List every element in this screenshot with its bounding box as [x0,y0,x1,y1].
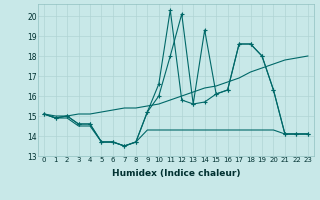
X-axis label: Humidex (Indice chaleur): Humidex (Indice chaleur) [112,169,240,178]
